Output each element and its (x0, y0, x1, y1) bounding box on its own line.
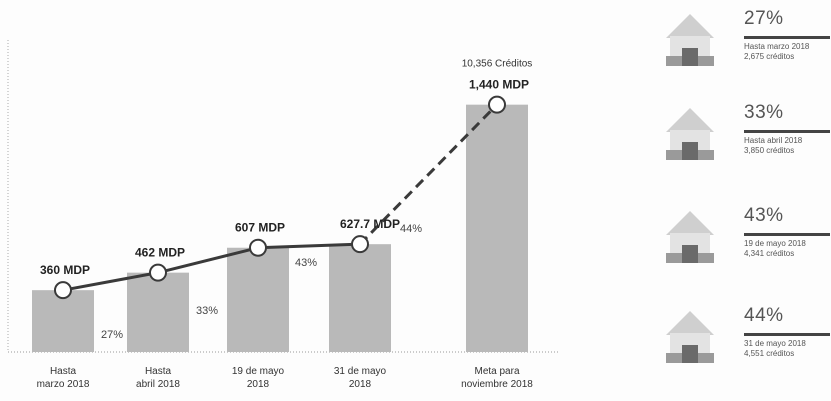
side-credits: 4,341 créditos (744, 249, 795, 258)
side-date: Hasta marzo 2018 (744, 42, 810, 51)
value-label: 360 MDP (40, 263, 90, 277)
side-date: 31 de mayo 2018 (744, 339, 806, 348)
side-percent: 33% (744, 102, 784, 123)
side-date: Hasta abril 2018 (744, 136, 803, 145)
x-tick-label: Meta para noviembre 2018 (461, 366, 533, 390)
house-icon (666, 108, 714, 160)
data-point (488, 95, 506, 114)
side-credits: 4,551 créditos (744, 349, 795, 358)
divider (744, 333, 830, 336)
percent-label: 44% (400, 223, 422, 235)
bar (127, 272, 189, 352)
x-tick-label: 31 de mayo 2018 (334, 366, 387, 390)
divider (744, 130, 830, 133)
bar (227, 247, 289, 352)
x-tick-label: Hasta marzo 2018 (37, 366, 90, 390)
data-point (149, 263, 167, 282)
side-date: 19 de mayo 2018 (744, 239, 806, 248)
bar (466, 104, 528, 353)
data-point (351, 235, 369, 254)
data-point (249, 238, 267, 257)
house-icon (666, 211, 714, 263)
value-label: 462 MDP (135, 246, 185, 260)
percent-label: 33% (196, 305, 218, 317)
series-line (62, 242, 361, 292)
value-label: 1,440 MDP (469, 78, 529, 92)
divider (744, 233, 830, 236)
value-label: 627.7 MDP (340, 217, 400, 231)
percent-label: 27% (101, 329, 123, 341)
side-item-3: 43% 19 de mayo 2018 4,341 créditos (660, 205, 830, 285)
value-label: 607 MDP (235, 221, 285, 235)
side-percent: 44% (744, 305, 784, 326)
credits-annotation: 10,356 Créditos (462, 59, 533, 70)
divider (744, 36, 830, 39)
x-tick-label: 19 de mayo 2018 (232, 366, 285, 390)
side-item-4: 44% 31 de mayo 2018 4,551 créditos (660, 305, 830, 385)
bar (329, 244, 391, 352)
side-percent: 43% (744, 205, 784, 226)
x-tick-label: Hasta abril 2018 (136, 366, 180, 390)
bar (32, 290, 94, 352)
house-icon (666, 14, 714, 66)
side-item-2: 33% Hasta abril 2018 3,850 créditos (660, 102, 830, 182)
bar-line-chart: 360 MDP 462 MDP 607 MDP 627.7 MDP 1,440 MDP 1… (7, 40, 560, 390)
side-percent: 27% (744, 8, 784, 29)
percent-label: 43% (295, 257, 317, 269)
house-icon (666, 311, 714, 363)
projection-line (358, 103, 499, 246)
side-credits: 3,850 créditos (744, 146, 795, 155)
side-credits: 2,675 créditos (744, 52, 795, 61)
side-item-1: 27% Hasta marzo 2018 2,675 créditos (660, 8, 830, 88)
data-point (54, 281, 72, 300)
